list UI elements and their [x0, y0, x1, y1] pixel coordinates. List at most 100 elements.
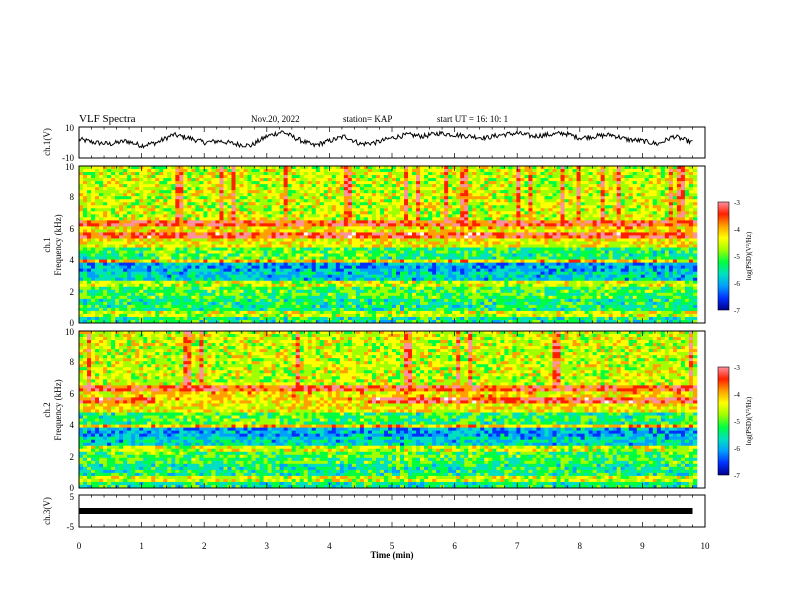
spectrogram-cell: [436, 265, 441, 269]
spectrogram-cell: [343, 268, 349, 272]
spectrogram-cell: [351, 250, 357, 254]
spectrogram-cell: [371, 286, 377, 291]
spectrogram-cell: [83, 208, 88, 212]
spectrogram-cell: [135, 241, 140, 245]
spectrogram-cell: [263, 295, 268, 300]
spectrogram-cell: [303, 295, 309, 300]
spectrogram-cell: [311, 268, 317, 272]
spectrogram-cell: [123, 301, 128, 306]
spectrogram-cell: [307, 196, 313, 200]
spectrogram-cell: [87, 196, 92, 200]
spectrogram-cell: [271, 169, 276, 173]
spectrogram-cell: [223, 253, 228, 257]
spectrogram-cell: [367, 277, 373, 282]
spectrogram-cell: [311, 283, 317, 288]
spectrogram-cell: [99, 250, 104, 254]
spectrogram-cell: [155, 244, 160, 248]
spectrogram-cell: [359, 199, 365, 203]
spectrogram-cell: [87, 259, 92, 263]
spectrogram-cell: [211, 271, 216, 275]
spectrogram-cell: [127, 229, 132, 233]
spectrogram-cell: [295, 313, 300, 318]
spectrogram-cell: [440, 265, 445, 269]
spectrogram-cell: [339, 172, 345, 176]
spectrogram-cell: [307, 223, 313, 227]
spectrogram-cell: [235, 232, 240, 236]
spectrogram-cell: [171, 310, 176, 315]
spectrogram-cell: [143, 283, 148, 288]
spectrogram-cell: [267, 190, 272, 194]
spectrogram-cell: [424, 295, 429, 300]
spectrogram-cell: [331, 295, 337, 300]
spectrogram-cell: [428, 184, 433, 188]
spectrogram-cell: [123, 271, 128, 275]
spectrogram-cell: [287, 289, 292, 294]
spectrogram-cell: [175, 304, 180, 309]
spectrogram-cell: [440, 247, 445, 251]
spectrogram-cell: [452, 277, 457, 282]
spectrogram-cell: [327, 298, 333, 303]
spectrogram-cell: [139, 292, 144, 297]
spectrogram-cell: [255, 226, 260, 230]
spectrogram-cell: [175, 238, 180, 242]
spectrogram-cell: [163, 190, 168, 194]
spectrogram-cell: [215, 244, 220, 248]
spectrogram-cell: [147, 292, 152, 297]
spectrogram-cell: [135, 220, 140, 224]
spectrogram-cell: [231, 310, 236, 315]
spectrogram-cell: [283, 262, 288, 266]
spectrogram-cell: [444, 238, 449, 242]
spectrogram-cell: [219, 199, 224, 203]
spectrogram-cell: [191, 190, 196, 194]
spectrogram-cell: [363, 241, 369, 245]
spectrogram-cell: [195, 223, 200, 227]
spectrogram-cell: [444, 172, 449, 176]
spectrogram-cell: [99, 280, 104, 285]
spectrogram-cell: [207, 202, 212, 206]
spectrogram-cell: [283, 307, 288, 312]
spectrogram-cell: [287, 313, 292, 318]
spectrogram-cell: [375, 184, 381, 188]
spectrogram-cell: [408, 226, 413, 230]
spectrogram-cell: [359, 235, 365, 239]
spectrogram-cell: [420, 277, 425, 282]
spectrogram-cell: [119, 178, 124, 182]
spectrogram-cell: [207, 256, 212, 260]
spectrogram-cell: [432, 196, 437, 200]
spectrogram-cell: [183, 268, 188, 272]
spectrogram-cell: [223, 274, 228, 279]
spectrogram-cell: [171, 238, 176, 242]
spectrogram-cell: [335, 208, 341, 212]
spectrogram-cell: [99, 232, 104, 236]
spectrogram-cell: [247, 226, 252, 230]
spectrogram-cell: [251, 199, 256, 203]
spectrogram-cell: [343, 214, 349, 218]
spectrogram-cell: [291, 259, 296, 263]
spectrogram-cell: [167, 202, 172, 206]
spectrogram-cell: [159, 238, 164, 242]
spectrogram-cell: [359, 271, 365, 275]
spectrogram-cell: [416, 310, 421, 315]
spectrogram-cell: [235, 217, 240, 221]
spectrogram-cell: [103, 199, 108, 203]
spectrogram-cell: [231, 214, 236, 218]
spectrogram-cell: [383, 253, 389, 257]
spectrogram-cell: [432, 181, 437, 185]
spectrogram-cell: [167, 280, 172, 285]
spectrogram-cell: [279, 238, 284, 242]
spectrogram-cell: [139, 283, 144, 288]
spectrogram-cell: [311, 208, 317, 212]
spectrogram-cell: [87, 184, 92, 188]
spectrogram-cell: [159, 268, 164, 272]
spectrogram-cell: [371, 205, 377, 209]
spectrogram-cell: [243, 289, 248, 294]
spectrogram-cell: [235, 169, 240, 173]
spectrogram-cell: [404, 190, 409, 194]
spectrogram-cell: [424, 235, 429, 239]
spectrogram-cell: [404, 217, 409, 221]
spectrogram-cell: [319, 292, 325, 297]
spectrogram-cell: [275, 232, 280, 236]
spectrogram-cell: [347, 277, 353, 282]
spectrogram-cell: [347, 208, 353, 212]
spectrogram-cell: [315, 292, 321, 297]
